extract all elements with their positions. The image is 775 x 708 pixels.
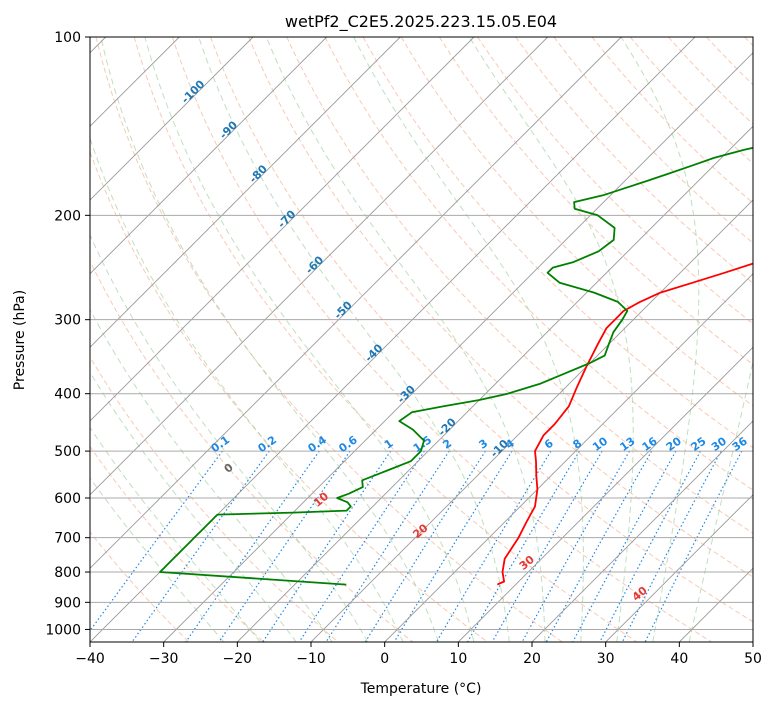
temperature-profile-line (496, 262, 753, 586)
moist-adiabat-line (265, 37, 546, 642)
isotherm-line (531, 420, 753, 642)
moist-adiabat-line (353, 37, 584, 642)
isotherm-line (90, 37, 328, 275)
moist-adiabat-line (688, 358, 753, 642)
dewpoint-profile-line (159, 146, 753, 586)
mixing-ratio-line (491, 450, 603, 642)
y-tick-label: 1000 (45, 622, 81, 638)
isotherm-line (457, 346, 753, 642)
dry-adiabat-line (515, 37, 753, 284)
dry-adiabat-line (90, 259, 414, 642)
dry-adiabat-line (171, 37, 712, 642)
y-axis-label: Pressure (hPa) (12, 290, 28, 390)
moist-adiabat-line (90, 371, 297, 642)
y-tick-label: 100 (54, 30, 81, 46)
dry-adiabat-line (362, 37, 753, 449)
isotherm-line (605, 494, 753, 642)
moist-adiabat-line (144, 37, 475, 642)
moist-adiabat-line (90, 233, 369, 642)
isotherm-line (90, 37, 549, 496)
x-axis-label: Temperature (°C) (360, 681, 482, 697)
dry-adiabat-line (248, 37, 753, 578)
x-tick-label: 10 (449, 651, 467, 667)
dry-adiabat-line (95, 37, 563, 642)
chart-title: wetPf2_C2E5.2025.223.15.05.E04 (285, 12, 557, 32)
dry-adiabat-line (324, 37, 753, 491)
y-tick-label: 800 (54, 565, 81, 581)
y-axis: 100 200 300 400 500 600 700 800 900 1000 (45, 30, 90, 638)
dry-adiabat-line (477, 37, 753, 325)
isotherm-line (310, 199, 753, 642)
mixing-ratio-line (572, 450, 677, 642)
x-tick-label: −10 (296, 651, 326, 667)
isotherm-line (163, 52, 753, 642)
moist-adiabat-line (198, 37, 510, 642)
y-tick-label: 500 (54, 444, 81, 460)
data-series (159, 146, 753, 586)
moist-adiabat-line (90, 426, 261, 642)
grid-lines (90, 37, 753, 642)
mixing-ratio-line (521, 450, 631, 642)
mixing-ratio-line (185, 450, 320, 642)
mixing-ratio-line (545, 450, 653, 642)
mixing-ratio-line (218, 450, 351, 642)
x-axis: −40 −30 −20 −10 0 10 20 30 40 50 (75, 642, 762, 667)
isotherm-line (90, 37, 401, 348)
x-tick-label: 0 (380, 651, 389, 667)
moist-adiabat-line (90, 136, 404, 642)
mixing-ratio-line (599, 450, 702, 642)
x-tick-label: 20 (523, 651, 541, 667)
isotherm-line (236, 125, 753, 642)
moist-adiabat-line (100, 37, 439, 642)
mixing-ratio-line (90, 450, 223, 632)
moist-adiabat-line (90, 477, 225, 642)
plot-frame (89, 36, 754, 643)
dry-adiabat-line (210, 37, 753, 623)
mixing-ratio-line (621, 450, 722, 642)
x-tick-label: −40 (75, 651, 105, 667)
dry-adiabat-line (90, 531, 190, 642)
dry-adiabat-line (400, 37, 753, 407)
mixing-ratio-line (262, 450, 392, 642)
x-tick-label: 30 (597, 651, 615, 667)
y-tick-label: 200 (54, 208, 81, 224)
isotherm-line (90, 37, 254, 201)
dry-adiabat-line (133, 37, 638, 642)
dry-adiabat-line (90, 356, 339, 642)
isotherm-line (90, 37, 622, 569)
dry-adiabat-line (286, 37, 753, 534)
x-tick-label: 40 (670, 651, 688, 667)
y-tick-label: 300 (54, 313, 81, 329)
x-tick-label: −30 (149, 651, 179, 667)
y-tick-label: 700 (54, 531, 81, 547)
mixing-ratio-line (644, 450, 743, 642)
y-tick-label: 400 (54, 387, 81, 403)
mixing-ratio-line (298, 450, 425, 642)
dry-adiabat-line (90, 445, 264, 642)
isotherm-line (384, 273, 753, 642)
x-tick-label: 50 (744, 651, 762, 667)
y-tick-label: 600 (54, 491, 81, 507)
background-lines (90, 37, 753, 642)
dry-adiabat-line (90, 150, 488, 642)
isotherm-line (90, 37, 475, 422)
x-tick-label: −20 (223, 651, 253, 667)
y-tick-label: 900 (54, 595, 81, 611)
dry-adiabat-line (438, 37, 753, 366)
moist-adiabat-line (90, 308, 333, 642)
